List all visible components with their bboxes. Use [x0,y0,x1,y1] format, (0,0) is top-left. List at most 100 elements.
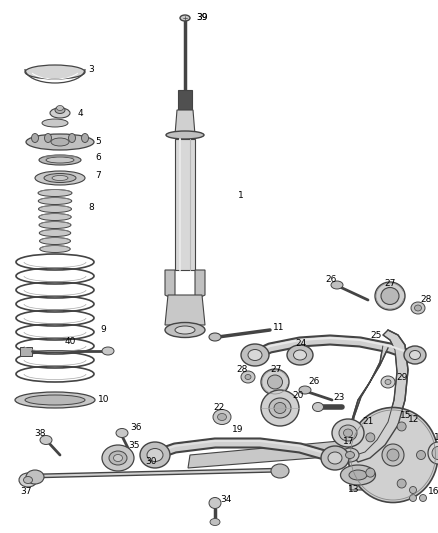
Ellipse shape [102,347,114,355]
Ellipse shape [341,448,359,462]
Text: 1: 1 [238,190,244,199]
Ellipse shape [57,106,64,110]
Ellipse shape [180,15,190,21]
Text: 18: 18 [434,433,438,442]
Polygon shape [350,462,370,490]
Ellipse shape [140,442,170,468]
Ellipse shape [340,465,375,485]
Text: 7: 7 [95,172,101,181]
Polygon shape [165,270,175,300]
Ellipse shape [343,429,353,437]
Ellipse shape [411,302,425,314]
Polygon shape [195,270,205,300]
Polygon shape [20,347,32,356]
Ellipse shape [261,390,299,426]
Text: 24: 24 [295,338,306,348]
Text: 23: 23 [333,393,344,402]
Ellipse shape [382,444,404,466]
Ellipse shape [397,422,406,431]
Ellipse shape [261,369,289,395]
Ellipse shape [24,477,32,483]
Ellipse shape [410,495,417,502]
Ellipse shape [50,108,70,118]
Ellipse shape [366,433,375,442]
Text: 28: 28 [420,295,431,303]
Text: 5: 5 [95,138,101,147]
Text: 26: 26 [325,274,336,284]
Ellipse shape [209,497,221,508]
Text: 36: 36 [130,423,141,432]
Text: 30: 30 [145,457,156,466]
Text: 11: 11 [273,324,285,333]
Ellipse shape [35,171,85,185]
Text: 3: 3 [88,66,94,75]
Ellipse shape [349,470,367,480]
Ellipse shape [312,402,324,411]
Ellipse shape [213,409,231,424]
Ellipse shape [38,190,72,197]
Text: 13: 13 [348,486,360,495]
Text: 9: 9 [100,326,106,335]
Ellipse shape [39,155,81,165]
Ellipse shape [52,175,68,181]
Polygon shape [175,110,195,135]
Ellipse shape [15,392,95,408]
Text: 15: 15 [400,410,411,419]
Text: 17: 17 [343,438,354,447]
Text: 39: 39 [196,13,208,22]
Text: 29: 29 [396,374,407,383]
Ellipse shape [404,346,426,364]
Ellipse shape [321,446,349,470]
Text: 26: 26 [308,376,319,385]
Ellipse shape [26,470,44,484]
Ellipse shape [271,464,289,478]
Ellipse shape [51,138,69,146]
Ellipse shape [40,435,52,445]
Ellipse shape [414,305,421,311]
Ellipse shape [166,131,204,139]
Ellipse shape [245,375,251,379]
Ellipse shape [339,425,357,441]
Ellipse shape [26,134,94,150]
Polygon shape [188,440,352,468]
Ellipse shape [102,445,134,471]
Text: 20: 20 [292,391,304,400]
Text: 8: 8 [88,203,94,212]
Ellipse shape [241,371,255,383]
Ellipse shape [346,451,354,458]
Ellipse shape [25,65,85,79]
Ellipse shape [328,452,342,464]
Text: 16: 16 [428,488,438,497]
Text: 35: 35 [128,441,139,450]
Ellipse shape [366,468,375,477]
Ellipse shape [39,230,71,237]
Text: 6: 6 [95,154,101,163]
Ellipse shape [381,376,395,388]
Ellipse shape [428,442,438,464]
Text: 10: 10 [98,395,110,405]
Ellipse shape [175,326,195,334]
Ellipse shape [410,351,420,359]
Polygon shape [350,330,408,462]
Ellipse shape [397,479,406,488]
Ellipse shape [38,198,72,205]
Ellipse shape [81,133,88,142]
Ellipse shape [39,222,71,229]
Ellipse shape [39,214,71,221]
Text: 12: 12 [408,416,419,424]
Ellipse shape [293,350,307,360]
Ellipse shape [25,395,85,405]
Ellipse shape [209,333,221,341]
Ellipse shape [116,429,128,438]
Ellipse shape [40,246,70,253]
Ellipse shape [39,206,71,213]
Ellipse shape [269,398,291,418]
Ellipse shape [55,107,65,114]
Ellipse shape [42,119,68,127]
Text: 40: 40 [65,337,76,346]
Ellipse shape [46,157,74,163]
Text: 21: 21 [362,417,373,426]
Text: 4: 4 [78,109,84,117]
Ellipse shape [45,133,52,142]
Ellipse shape [385,379,391,384]
